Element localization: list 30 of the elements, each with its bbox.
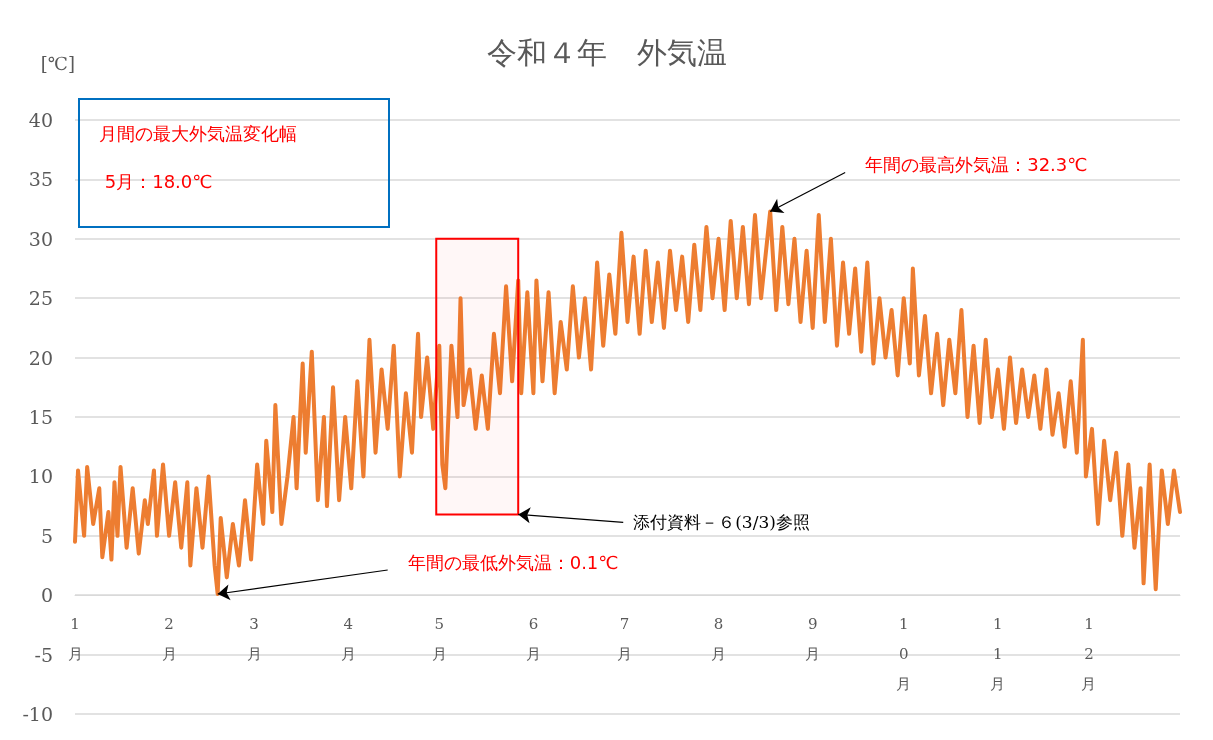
x-tick-label: 4月 [340,615,356,664]
y-tick-label: -10 [22,703,53,725]
y-tick-label: 0 [40,584,53,607]
x-tick-label: 6月 [525,615,541,664]
y-tick-label: 15 [28,406,53,428]
chart-title: 令和４年 外気温 [486,34,727,70]
y-tick-label: 30 [28,227,53,250]
x-tick-label: 8月 [711,615,727,664]
annotation: 月間の最大外気温変化幅 [99,122,297,144]
x-tick-label: 2月 [161,615,177,664]
x-tick-label: 1月 [67,615,83,664]
annotation: 年間の最低外気温：0.1℃ [407,551,619,573]
x-tick-label: 7月 [616,615,632,664]
x-tick-label: 10月 [896,615,912,694]
annotation: 年間の最高外気温：32.3℃ [865,153,1088,175]
x-tick-label: 5月 [431,615,447,664]
annotation: 添付資料－６(3/3)参照 [633,512,810,533]
y-tick-label: 5 [40,524,53,547]
y-tick-label: 10 [28,465,53,488]
y-tick-label: 25 [28,287,53,310]
y-tick-label: -5 [34,643,53,666]
y-tick-label: 40 [28,109,53,131]
x-tick-label: 9月 [805,615,821,664]
x-tick-label: 11月 [990,615,1006,694]
x-tick-label: 3月 [246,615,262,664]
y-tick-label: 35 [28,168,53,191]
annotation: 5月：18.0℃ [99,170,213,192]
y-tick-label: 20 [28,346,53,369]
x-tick-label: 12月 [1081,615,1097,694]
y-axis-title: [℃] [40,52,75,74]
